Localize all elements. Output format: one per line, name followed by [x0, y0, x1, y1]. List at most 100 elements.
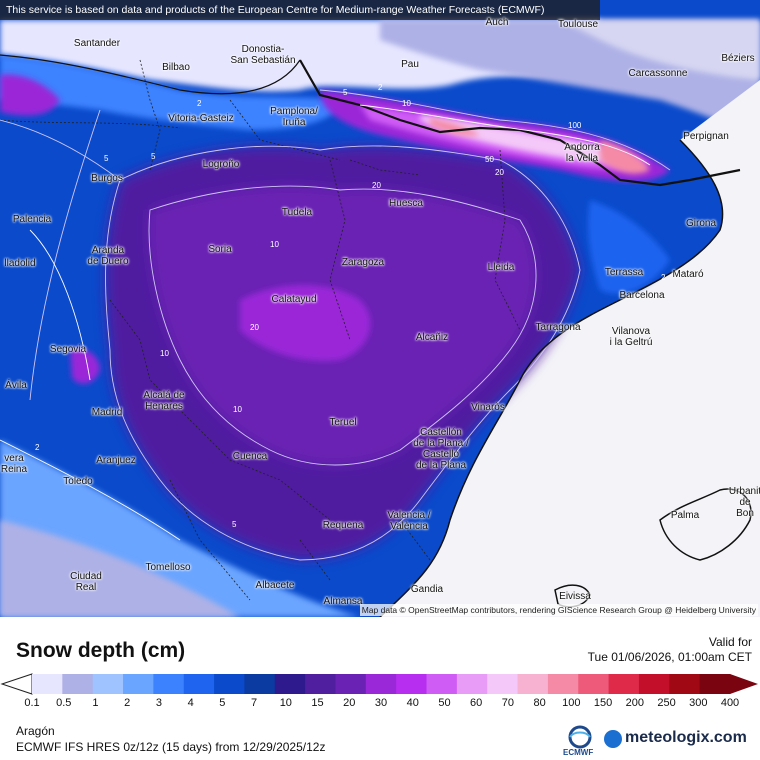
colorbar-tick-label: 300 [689, 697, 708, 709]
contour-label: 5 [232, 520, 237, 529]
place-label: Vitoria-Gasteiz [168, 113, 234, 124]
colorbar-swatch [547, 674, 579, 694]
colorbar-tick-label: 1 [92, 697, 99, 709]
place-label: Santander [73, 38, 121, 49]
colorbar-tick-label: 4 [187, 697, 194, 709]
place-label: Mataró [672, 269, 704, 280]
place-label: Eivissa [559, 591, 591, 602]
place-label: Valencia / València [387, 510, 431, 532]
colorbar-swatch [305, 674, 336, 694]
colorbar-tick-label: 3 [155, 697, 162, 709]
colorbar-swatch [487, 674, 519, 694]
contour-5 [0, 89, 671, 401]
place-label: Gandia [410, 584, 444, 595]
place-label: Andorra la Vella [564, 142, 600, 164]
colorbar-swatch [578, 674, 610, 694]
colorbar-max-arrow [730, 674, 758, 694]
map-attribution[interactable]: Map data © OpenStreetMap contributors, r… [359, 604, 758, 616]
place-label: Vinaròs [471, 402, 505, 413]
north-coast-blue [0, 55, 340, 130]
colorbar-swatch [669, 674, 701, 694]
place-label: Perpignan [683, 131, 729, 142]
place-label: Pamplona/ Iruña [270, 106, 318, 128]
place-label: Cuenca [232, 451, 268, 462]
colorbar-swatch [153, 674, 185, 694]
place-label: Aranda de Duero [87, 245, 129, 267]
mallorca-island [659, 488, 752, 561]
place-label: Calatayud [271, 294, 317, 305]
meteologix-brand[interactable]: meteologix.com [625, 729, 747, 746]
place-label: Ciudad Real [70, 571, 102, 593]
colorbar-swatch [365, 674, 397, 694]
place-label: Madrid [91, 407, 123, 418]
place-label: Ávila [5, 380, 27, 391]
colorbar-tick-label: 80 [533, 697, 546, 709]
place-label: Huesca [389, 198, 423, 209]
contour-label: 10 [160, 349, 169, 358]
mediterranean-coast [379, 139, 724, 617]
place-label: Alcañiz [415, 332, 449, 343]
place-label: vera Reina [0, 453, 28, 475]
cantabria-high [0, 74, 60, 116]
region-borders [0, 59, 521, 601]
colorbar-tick-label: 60 [470, 697, 483, 709]
colorbar-swatch [274, 674, 306, 694]
place-label: Terrassa [604, 267, 644, 278]
place-label: Zaragoza [341, 257, 385, 268]
place-label: Toledo [63, 476, 93, 487]
colorbar-swatch [123, 674, 154, 694]
contour-label: 20 [250, 323, 259, 332]
colorbar-ticks: 0.1 0.5 1 2 3 4 5 7 10 15 20 30 40 50 60 70 80 100 150 200 2… [0, 697, 760, 711]
segovia-high [70, 348, 100, 384]
contour-10 [105, 145, 581, 561]
place-label: Bilbao [162, 62, 190, 73]
colorbar-swatch [32, 674, 63, 694]
place-label: Donostia- San Sebastián [230, 44, 296, 66]
colorbar-swatch [92, 674, 124, 694]
contour-label: 10 [270, 240, 279, 249]
colorbar-tick-label: 2 [124, 697, 131, 709]
colorbar [0, 673, 758, 695]
legend-panel: Snow depth (cm) Valid for Tue 01/06/2026… [0, 617, 760, 760]
place-label: Almansa [323, 596, 363, 607]
contour-label: 20 [495, 168, 504, 177]
colorbar-tick-label: 150 [593, 697, 613, 709]
place-label: Béziers [721, 53, 755, 64]
colorbar-tick-label: 5 [219, 697, 226, 709]
colorbar-tick-label: 100 [562, 697, 581, 709]
colorbar-tick-label: 7 [251, 697, 258, 709]
contour-label: 100 [568, 121, 582, 130]
place-label: Logroño [202, 159, 240, 170]
map-canvas: 2 5 10 20 50 100 2 5 10 20 2 5 10 2 5 10… [0, 0, 760, 617]
contour-label: 5 [343, 88, 348, 97]
place-label: Toulouse [557, 19, 599, 30]
place-label: Soria [208, 244, 232, 255]
pyrenees-peak-pink-west [430, 118, 480, 136]
contour-label: 5 [104, 154, 109, 163]
colorbar-tick-label: 0.5 [56, 697, 72, 709]
colorbar-tick-label: 400 [720, 697, 740, 709]
contour-2 [0, 104, 651, 541]
place-label: Vilanova i la Geltrú [609, 326, 653, 348]
cantabrian-coast [0, 54, 301, 95]
colorbar-min-arrow [0, 673, 33, 695]
colorbar-swatch [426, 674, 458, 694]
colorbar-swatch [456, 674, 488, 694]
colorbar-tick-label: 15 [311, 697, 324, 709]
snow-depth-map[interactable]: 2 5 10 20 50 100 2 5 10 20 2 5 10 2 5 10… [0, 0, 760, 617]
place-label: Palencia [12, 214, 52, 225]
legend-title: Snow depth (cm) [16, 639, 186, 662]
place-label: lladolid [4, 258, 36, 269]
contour-label: 50 [485, 155, 494, 164]
colorbar-tick-label: 50 [438, 697, 451, 709]
place-label: Requena [322, 520, 364, 531]
contour-label: 2 [378, 83, 383, 92]
place-label: Aranjuez [96, 455, 136, 466]
contour-label: 2 [35, 443, 40, 452]
place-label: Girona [685, 218, 717, 229]
place-label: Tarragona [535, 322, 581, 333]
colorbar-swatch [699, 674, 731, 694]
colorbar-tick-label: 30 [374, 697, 388, 709]
colorbar-swatch [638, 674, 670, 694]
place-label: Palma [670, 510, 700, 521]
